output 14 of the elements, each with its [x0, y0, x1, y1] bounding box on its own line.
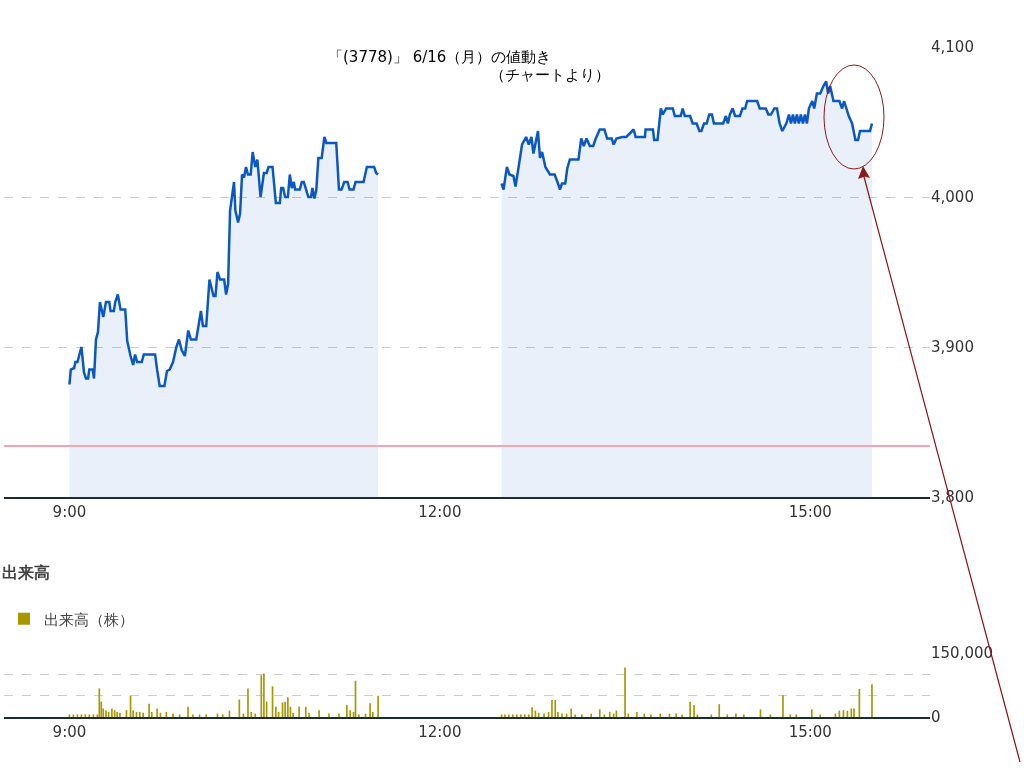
legend-label: 出来高（株）	[44, 610, 134, 629]
y-tick-label: 0	[931, 708, 941, 727]
x-tick-label: 9:00	[52, 722, 87, 741]
text: （チャートより）	[490, 66, 610, 84]
x-tick-label: 12:00	[418, 502, 462, 521]
x-tick-label: 9:00	[52, 502, 87, 521]
y-tick-label: 4,000	[931, 188, 974, 207]
y-tick-label: 3,900	[931, 338, 974, 357]
y-tick-label: 4,100	[931, 38, 974, 57]
chart-title: 出来高	[2, 562, 51, 582]
x-tick-label: 15:00	[788, 722, 832, 741]
chart-title: 「(3778)」 6/16（月）の値動き	[328, 48, 552, 66]
x-tick-label: 12:00	[418, 722, 462, 741]
x-tick-label: 15:00	[788, 502, 832, 521]
